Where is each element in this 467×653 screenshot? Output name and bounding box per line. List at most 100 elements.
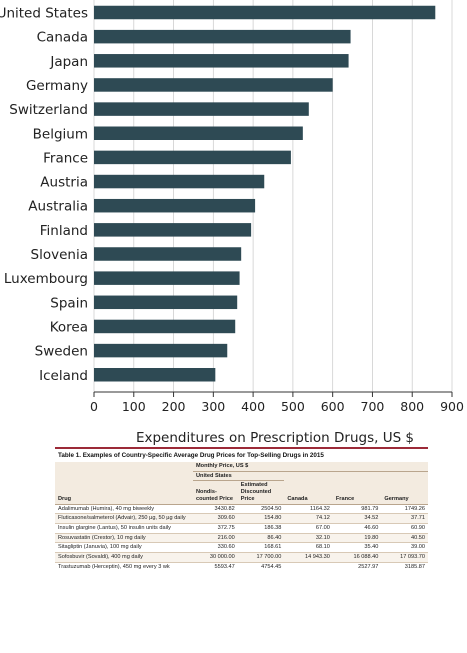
y-category-label: Slovenia: [31, 247, 88, 263]
cell-drug: Rosuvastatin (Crestor), 10 mg daily: [58, 534, 146, 541]
cell-germany: 40.50: [411, 534, 425, 541]
canada-column-header: Canada: [287, 495, 308, 502]
bar: [94, 5, 436, 20]
cell-canada: 68.10: [315, 544, 330, 551]
x-tick-label: 900: [440, 399, 464, 414]
x-tick-label: 100: [122, 399, 146, 414]
cell-drug: Adalimumab (Humira), 40 mg biweekly: [58, 505, 155, 512]
cell-france: 981.79: [361, 505, 379, 512]
y-category-label: France: [43, 150, 88, 166]
drug-price-table: Monthly Price, US $ United States Drug N…: [55, 462, 428, 571]
table-row: Sitagliptin (Januvia), 100 mg daily 330.6…: [55, 542, 428, 553]
cell-nondiscounted: 3430.82: [214, 505, 235, 512]
table-row: Fluticasone/salmeterol (Advair), 250 µg,…: [55, 513, 428, 524]
drug-column-header: Drug: [58, 495, 72, 502]
bar: [94, 247, 242, 261]
cell-germany: 37.71: [411, 515, 425, 522]
cell-germany: 1749.26: [404, 505, 425, 512]
cell-drug: Sitagliptin (Januvia), 100 mg daily: [58, 544, 142, 551]
y-category-label: Sweden: [35, 344, 88, 360]
table-accent-rule: [55, 447, 428, 449]
cell-france: 16 088.40: [353, 554, 379, 561]
cell-drug: Insulin glargine (Lantus), 50 insulin un…: [58, 524, 171, 531]
bar: [94, 223, 252, 237]
table-row: Adalimumab (Humira), 40 mg biweekly 3430.…: [55, 504, 428, 514]
cell-discounted: 4754.45: [261, 563, 282, 570]
united-states-header: United States: [193, 471, 285, 482]
bar: [94, 102, 309, 116]
cell-germany: 60.90: [411, 524, 425, 531]
y-category-label: Belgium: [33, 126, 88, 142]
cell-drug: Trastuzumab (Herceptin), 450 mg every 3 …: [58, 563, 170, 570]
table-row: Sofosbuvir (Sovaldi), 400 mg daily 30 000…: [55, 552, 428, 563]
y-category-label: Korea: [50, 319, 88, 335]
blank-header-cell: [284, 471, 428, 481]
x-tick-label: 600: [321, 399, 345, 414]
cell-nondiscounted: 372.75: [217, 524, 235, 531]
y-category-label: Luxembourg: [4, 271, 88, 287]
bar: [94, 174, 265, 189]
monthly-price-header: Monthly Price, US $: [193, 462, 428, 472]
bar: [94, 78, 333, 92]
y-axis-labels: United States Canada Japan Germany Switzerla…: [0, 6, 88, 384]
cell-discounted: 17 700.00: [256, 554, 282, 561]
cell-discounted: 86.40: [267, 534, 282, 541]
bar-chart: United States Canada Japan Germany Switzerla…: [0, 0, 464, 446]
drug-price-table-container: Table 1. Examples of Country-Specific Av…: [55, 447, 428, 571]
y-category-label: Australia: [28, 199, 88, 215]
cell-germany: 17 093.70: [400, 554, 425, 561]
discounted-column-header: Estimated Discounted Price: [240, 482, 272, 502]
cell-canada: 32.10: [315, 534, 330, 541]
nondiscounted-column-header: Nondis- counted Price: [196, 489, 233, 502]
cell-discounted: 186.38: [264, 524, 282, 531]
y-category-label: United States: [0, 6, 88, 22]
cell-germany: 3185.87: [404, 563, 425, 570]
table-row: Insulin glargine (Lantus), 50 insulin un…: [55, 523, 428, 533]
x-tick-label: 300: [201, 399, 225, 414]
cell-france: 35.40: [364, 544, 379, 551]
cell-france: 2527.97: [358, 563, 379, 570]
bar: [94, 54, 349, 68]
france-column-header: France: [335, 495, 355, 502]
bar: [94, 368, 216, 382]
cell-canada: 67.00: [315, 524, 330, 531]
cell-france: 34.52: [364, 515, 379, 522]
blank-header-cell: [55, 471, 193, 481]
y-category-label: Austria: [40, 175, 88, 191]
cell-discounted: 168.61: [264, 544, 282, 551]
bar: [94, 29, 351, 44]
cell-nondiscounted: 216.00: [217, 534, 235, 541]
germany-column-header: Germany: [384, 495, 409, 502]
blank-header-cell: [55, 462, 193, 471]
bar: [94, 150, 291, 165]
cell-drug: Fluticasone/salmeterol (Advair), 250 µg,…: [58, 515, 186, 522]
cell-discounted: 2504.50: [261, 505, 282, 512]
cell-drug: Sofosbuvir (Sovaldi), 400 mg daily: [58, 554, 143, 561]
cell-canada: 1164.32: [310, 505, 330, 512]
y-category-label: Canada: [37, 30, 88, 46]
cell-canada: 14 943.30: [304, 554, 330, 561]
y-category-label: Spain: [50, 295, 88, 311]
x-axis: 0 100 200 300 400 500 600 700 800 900: [90, 391, 464, 414]
y-category-label: Japan: [49, 54, 88, 70]
y-category-label: Finland: [40, 223, 88, 239]
table-row: Trastuzumab (Herceptin), 450 mg every 3 …: [55, 562, 428, 571]
table-row: Rosuvastatin (Crestor), 10 mg daily 216.0…: [55, 533, 428, 543]
cell-nondiscounted: 5593.47: [214, 563, 235, 570]
cell-discounted: 154.80: [264, 515, 282, 522]
y-category-label: Germany: [26, 78, 88, 94]
cell-france: 19.80: [364, 534, 379, 541]
cell-nondiscounted: 330.60: [217, 544, 235, 551]
x-tick-label: 500: [281, 399, 305, 414]
x-tick-label: 800: [400, 399, 424, 414]
bar: [94, 319, 236, 334]
cell-nondiscounted: 30 000.00: [209, 554, 235, 561]
table-title: Table 1. Examples of Country-Specific Av…: [58, 452, 324, 459]
bar: [94, 295, 238, 310]
x-tick-label: 200: [162, 399, 186, 414]
cell-canada: [284, 562, 332, 571]
x-tick-label: 400: [241, 399, 265, 414]
cell-germany: 39.00: [411, 544, 425, 551]
x-axis-title: Expenditures on Prescription Drugs, US $: [136, 430, 414, 446]
x-tick-label: 700: [361, 399, 385, 414]
